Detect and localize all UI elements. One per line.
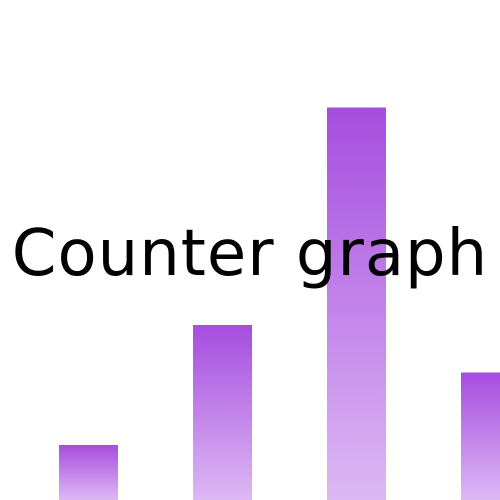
bar-2 (193, 325, 252, 500)
bar-1 (59, 445, 118, 500)
page-title: Counter graph (11, 217, 489, 291)
bar-3 (327, 107, 386, 500)
bar-4 (461, 372, 500, 500)
